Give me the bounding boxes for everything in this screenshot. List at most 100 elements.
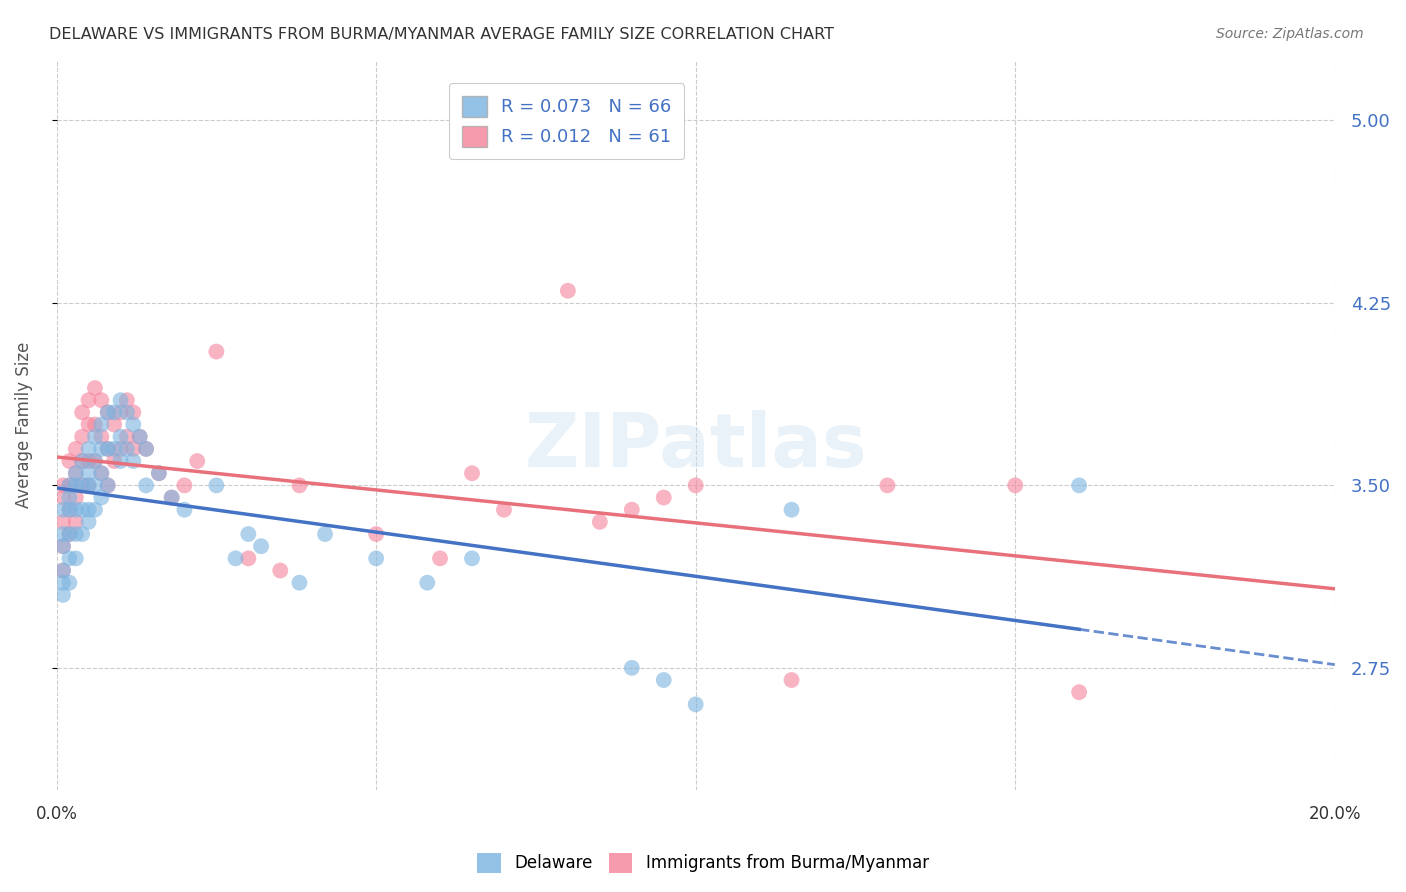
Point bbox=[269, 564, 291, 578]
Point bbox=[52, 478, 75, 492]
Point bbox=[103, 454, 125, 468]
Point bbox=[461, 551, 484, 566]
Point bbox=[58, 527, 80, 541]
Point bbox=[1069, 685, 1091, 699]
Point bbox=[70, 430, 93, 444]
Point bbox=[58, 454, 80, 468]
Point bbox=[52, 588, 75, 602]
Point bbox=[461, 467, 484, 481]
Point bbox=[70, 502, 93, 516]
Point bbox=[52, 502, 75, 516]
Point bbox=[70, 454, 93, 468]
Point bbox=[77, 467, 100, 481]
Point bbox=[52, 564, 75, 578]
Point bbox=[90, 467, 112, 481]
Point bbox=[65, 467, 87, 481]
Point bbox=[58, 502, 80, 516]
Point bbox=[70, 405, 93, 419]
Point bbox=[52, 564, 75, 578]
Point bbox=[84, 454, 107, 468]
Point bbox=[148, 467, 170, 481]
Point bbox=[122, 442, 145, 456]
Point bbox=[77, 515, 100, 529]
Text: Source: ZipAtlas.com: Source: ZipAtlas.com bbox=[1216, 27, 1364, 41]
Point bbox=[84, 430, 107, 444]
Point bbox=[492, 502, 515, 516]
Point bbox=[122, 454, 145, 468]
Point bbox=[780, 673, 803, 687]
Point bbox=[122, 405, 145, 419]
Point bbox=[97, 405, 120, 419]
Point bbox=[186, 454, 208, 468]
Point bbox=[58, 527, 80, 541]
Point bbox=[110, 405, 132, 419]
Point bbox=[103, 417, 125, 432]
Point bbox=[110, 430, 132, 444]
Point bbox=[58, 502, 80, 516]
Point bbox=[115, 405, 138, 419]
Point bbox=[366, 527, 388, 541]
Point bbox=[97, 478, 120, 492]
Point bbox=[366, 551, 388, 566]
Point bbox=[77, 393, 100, 408]
Point bbox=[148, 467, 170, 481]
Point bbox=[65, 502, 87, 516]
Point bbox=[225, 551, 247, 566]
Point bbox=[110, 393, 132, 408]
Point bbox=[115, 442, 138, 456]
Point bbox=[70, 527, 93, 541]
Point bbox=[103, 405, 125, 419]
Point bbox=[65, 467, 87, 481]
Point bbox=[160, 491, 183, 505]
Point bbox=[65, 491, 87, 505]
Point bbox=[90, 491, 112, 505]
Point bbox=[135, 442, 157, 456]
Text: DELAWARE VS IMMIGRANTS FROM BURMA/MYANMAR AVERAGE FAMILY SIZE CORRELATION CHART: DELAWARE VS IMMIGRANTS FROM BURMA/MYANMA… bbox=[49, 27, 834, 42]
Point bbox=[84, 478, 107, 492]
Point bbox=[429, 551, 451, 566]
Point bbox=[238, 551, 260, 566]
Point bbox=[77, 502, 100, 516]
Point bbox=[65, 442, 87, 456]
Point bbox=[90, 467, 112, 481]
Point bbox=[84, 502, 107, 516]
Point bbox=[58, 491, 80, 505]
Point bbox=[205, 478, 228, 492]
Point bbox=[876, 478, 898, 492]
Point bbox=[58, 575, 80, 590]
Legend: R = 0.073   N = 66, R = 0.012   N = 61: R = 0.073 N = 66, R = 0.012 N = 61 bbox=[449, 83, 685, 160]
Point bbox=[160, 491, 183, 505]
Point bbox=[65, 527, 87, 541]
Point bbox=[70, 478, 93, 492]
Point bbox=[238, 527, 260, 541]
Point bbox=[288, 575, 311, 590]
Point bbox=[128, 430, 150, 444]
Point bbox=[135, 442, 157, 456]
Point bbox=[84, 454, 107, 468]
Point bbox=[416, 575, 439, 590]
Point bbox=[58, 478, 80, 492]
Point bbox=[90, 393, 112, 408]
Point bbox=[65, 551, 87, 566]
Point bbox=[65, 515, 87, 529]
Point bbox=[52, 491, 75, 505]
Point bbox=[97, 405, 120, 419]
Point bbox=[52, 539, 75, 553]
Point bbox=[52, 527, 75, 541]
Text: ZIPatlas: ZIPatlas bbox=[524, 410, 868, 483]
Point bbox=[52, 515, 75, 529]
Point bbox=[173, 502, 195, 516]
Point bbox=[58, 478, 80, 492]
Point bbox=[288, 478, 311, 492]
Point bbox=[685, 698, 707, 712]
Point bbox=[115, 393, 138, 408]
Point bbox=[110, 454, 132, 468]
Point bbox=[314, 527, 336, 541]
Point bbox=[70, 454, 93, 468]
Point bbox=[84, 417, 107, 432]
Point bbox=[250, 539, 273, 553]
Point bbox=[58, 551, 80, 566]
Point bbox=[652, 491, 675, 505]
Point bbox=[97, 442, 120, 456]
Point bbox=[205, 344, 228, 359]
